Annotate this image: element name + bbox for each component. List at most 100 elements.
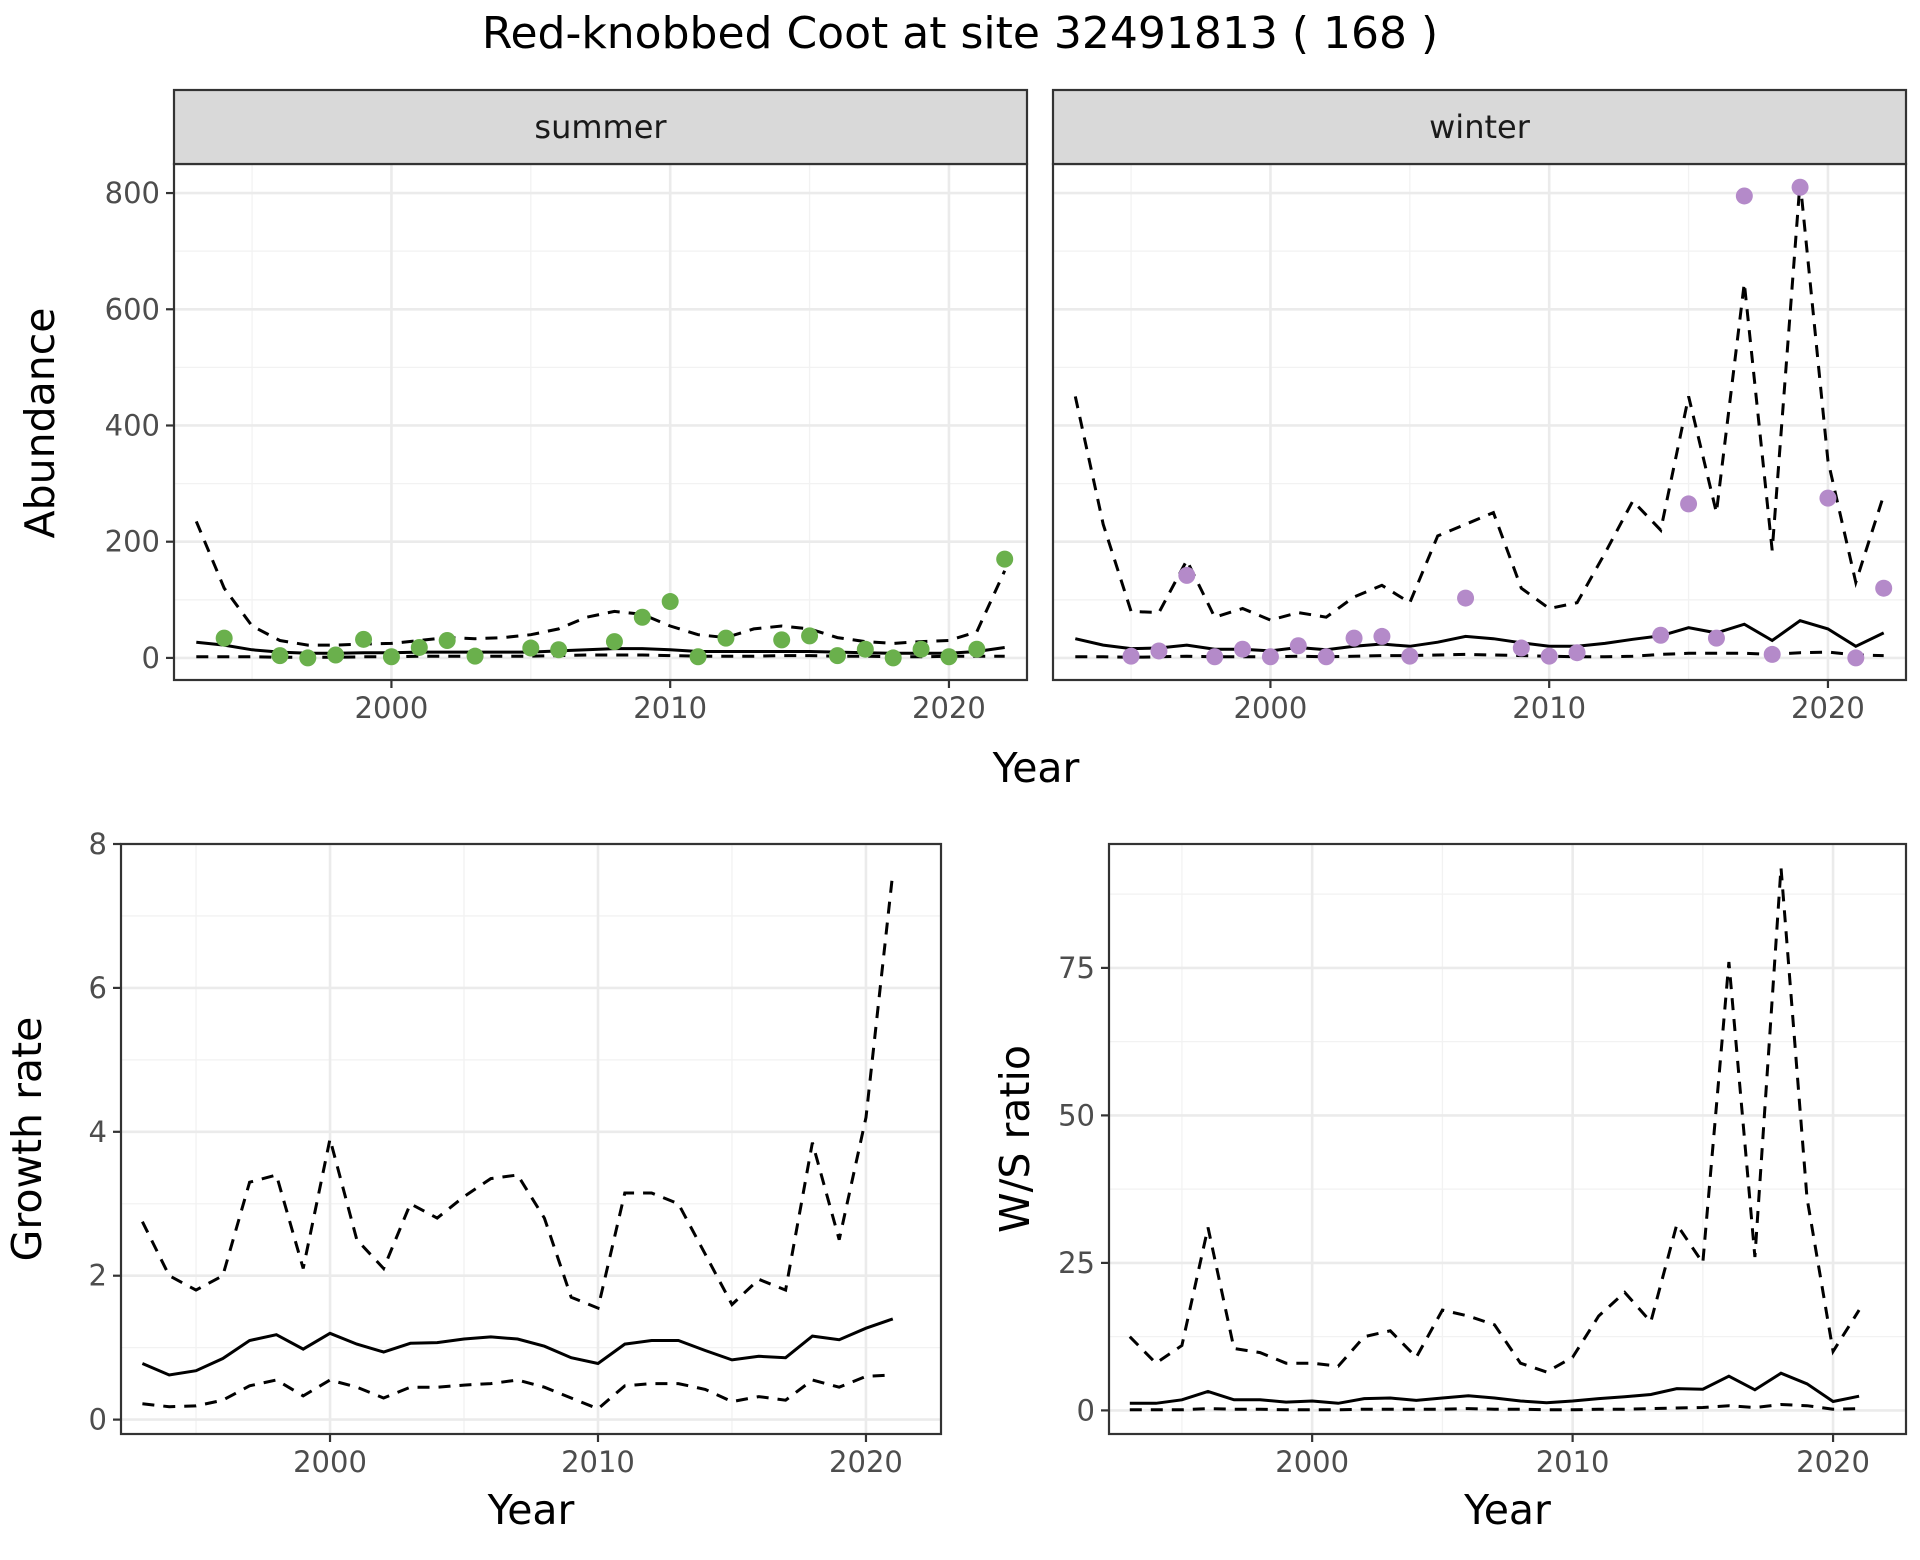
data-point (1289, 637, 1307, 655)
y-tick-label: 4 (89, 1115, 107, 1149)
panel-background (174, 164, 1027, 680)
facet-strip (1051, 88, 1908, 166)
data-point (1847, 649, 1865, 667)
estimate-line (1074, 619, 1885, 653)
y-tick-label: 200 (105, 525, 160, 559)
y-tick-label: 6 (89, 971, 107, 1005)
data-point (605, 633, 623, 651)
data-point (828, 647, 846, 665)
data-point (382, 648, 400, 666)
y-tick-label: 400 (105, 408, 160, 442)
upper-ci-line (1128, 867, 1861, 1374)
data-point (633, 608, 651, 626)
x-tick-label: 2010 (1536, 1445, 1610, 1479)
upper-ci-line (1073, 181, 1886, 622)
x-tick-label: 2010 (1512, 691, 1586, 725)
data-point (801, 627, 819, 645)
data-point (1763, 645, 1781, 663)
x-tick-label: 2020 (912, 691, 986, 725)
data-point (1261, 648, 1279, 666)
lower-ci-line (142, 1373, 893, 1411)
panel-background (1109, 844, 1906, 1434)
x-tick-label: 2020 (829, 1445, 903, 1479)
data-point (271, 647, 289, 665)
data-point (968, 640, 986, 658)
y-tick-label: 600 (105, 292, 160, 326)
data-point (717, 629, 735, 647)
data-point (912, 640, 930, 658)
data-point (1234, 640, 1252, 658)
data-point (1819, 489, 1837, 507)
estimate-line (1129, 1371, 1860, 1405)
y-tick-label: 75 (1058, 951, 1095, 985)
figure-title: Red-knobbed Coot at site 32491813 ( 168 … (482, 8, 1438, 59)
data-point (884, 649, 902, 667)
data-point (522, 639, 540, 657)
y-tick-label: 50 (1058, 1098, 1095, 1132)
facet-strip-label: summer (534, 108, 667, 146)
panel-background (1053, 164, 1906, 680)
data-point (996, 550, 1014, 568)
x-tick-label: 2000 (1234, 691, 1308, 725)
panel-background (121, 844, 941, 1434)
data-point (1875, 579, 1893, 597)
y-tick-label: 8 (89, 827, 107, 861)
facet-strip (172, 88, 1029, 166)
data-point (1568, 644, 1586, 662)
data-point (1317, 648, 1335, 666)
lower-ci-line (1129, 1402, 1860, 1412)
data-point (215, 629, 233, 647)
data-point (1150, 642, 1168, 660)
x-tick-label: 2020 (1791, 691, 1865, 725)
data-point (1345, 629, 1363, 647)
data-point (1373, 627, 1391, 645)
data-point (327, 646, 345, 664)
data-point (1540, 647, 1558, 665)
y-tick-label: 0 (1077, 1393, 1095, 1427)
data-point (1652, 626, 1670, 644)
data-point (466, 647, 484, 665)
x-tick-label: 2010 (633, 691, 707, 725)
y-tick-label: 0 (142, 641, 160, 675)
growth-rate-panel: 2000 2010 2020 0 2 4 6 8 Year Growth rate (3, 827, 943, 1534)
y-tick-label: 2 (89, 1259, 107, 1293)
x-tick-label: 2000 (293, 1445, 367, 1479)
summer-abundance-panel: summer 2000 2010 2020 0 200 400 600 800 (105, 88, 1029, 725)
data-point (856, 640, 874, 658)
data-point (1457, 589, 1475, 607)
estimate-line (141, 1317, 894, 1377)
panel-border (1107, 842, 1908, 1436)
data-point (355, 630, 373, 648)
y-tick-label: 0 (89, 1403, 107, 1437)
data-point (1401, 647, 1419, 665)
data-point (299, 649, 317, 667)
data-point (1122, 647, 1140, 665)
data-point (689, 648, 707, 666)
y-axis-title: W/S ratio (991, 1045, 1039, 1233)
data-point (1791, 178, 1809, 196)
x-axis-title: Year (487, 1486, 575, 1534)
top-y-axis-title: Abundance (16, 308, 64, 539)
top-x-axis-title: Year (992, 744, 1080, 792)
x-tick-label: 2000 (355, 691, 429, 725)
data-point (1206, 648, 1224, 666)
data-point (1680, 495, 1698, 513)
x-axis-title: Year (1463, 1486, 1551, 1534)
data-point (1512, 639, 1530, 657)
upper-ci-line (141, 872, 895, 1311)
facet-strip-label: winter (1429, 108, 1531, 146)
data-point (1735, 187, 1753, 205)
winter-abundance-panel: winter 2000 2010 2020 (1051, 88, 1908, 725)
data-point (550, 641, 568, 659)
data-point (773, 631, 791, 649)
data-point (1178, 566, 1196, 584)
data-point (1707, 629, 1725, 647)
y-tick-label: 800 (105, 176, 160, 210)
y-axis-title: Growth rate (3, 1017, 51, 1262)
x-tick-label: 2010 (561, 1445, 635, 1479)
y-tick-label: 25 (1058, 1246, 1095, 1280)
data-point (410, 638, 428, 656)
x-tick-label: 2020 (1796, 1445, 1870, 1479)
panel-border (119, 842, 943, 1436)
